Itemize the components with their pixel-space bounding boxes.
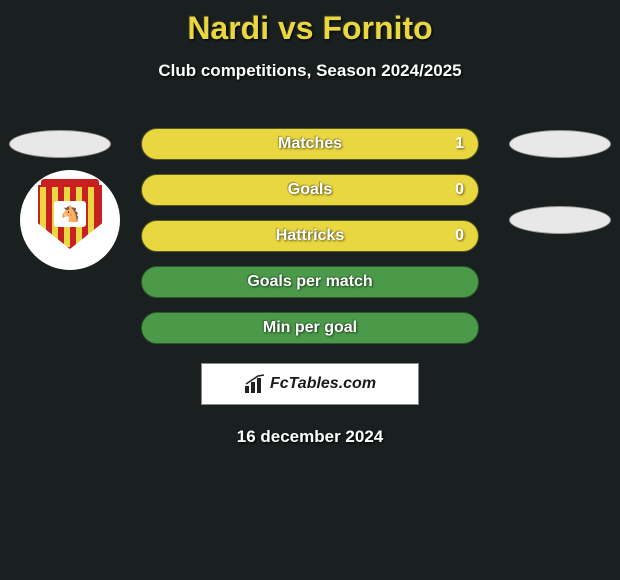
stat-label: Goals per match <box>247 273 372 291</box>
player2-oval-matches <box>509 130 611 158</box>
stat-pill-goals: Goals 0 <box>141 174 479 206</box>
bar-chart-icon <box>244 374 266 394</box>
stat-row-matches: Matches 1 <box>0 121 620 167</box>
stat-pill-matches: Matches 1 <box>141 128 479 160</box>
stat-label: Min per goal <box>263 319 357 337</box>
attribution-box: FcTables.com <box>201 363 419 405</box>
club-crest-icon: 🐴 <box>35 179 105 261</box>
season-subtitle: Club competitions, Season 2024/2025 <box>0 61 620 81</box>
page-title: Nardi vs Fornito <box>0 10 620 47</box>
stat-row-gpm: Goals per match <box>0 259 620 305</box>
stat-pill-gpm: Goals per match <box>141 266 479 298</box>
player1-club-badge: 🐴 <box>20 170 120 270</box>
stat-label: Matches <box>278 135 342 153</box>
stat-pill-hattricks: Hattricks 0 <box>141 220 479 252</box>
stat-row-mpg: Min per goal <box>0 305 620 351</box>
stat-label: Hattricks <box>276 227 344 245</box>
attribution-text: FcTables.com <box>270 375 376 393</box>
stat-value: 0 <box>455 181 464 199</box>
player1-oval-matches <box>9 130 111 158</box>
date-text: 16 december 2024 <box>0 427 620 447</box>
stat-value: 0 <box>455 227 464 245</box>
stat-pill-mpg: Min per goal <box>141 312 479 344</box>
stat-value: 1 <box>455 135 464 153</box>
stat-label: Goals <box>288 181 332 199</box>
